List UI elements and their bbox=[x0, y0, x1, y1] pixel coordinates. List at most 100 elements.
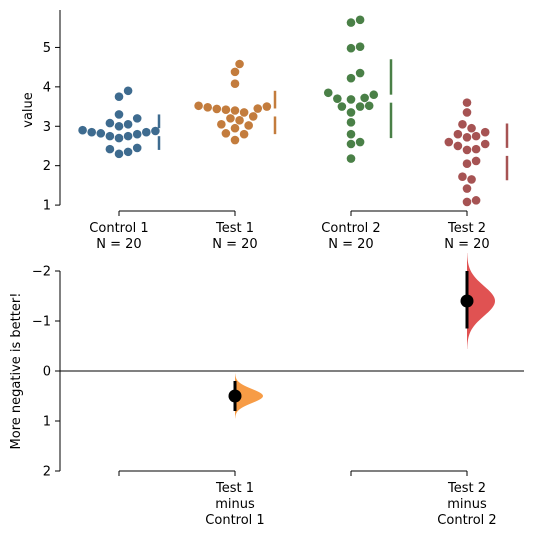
data-point bbox=[123, 86, 133, 96]
data-point bbox=[360, 93, 369, 103]
data-point bbox=[151, 126, 160, 136]
data-point bbox=[337, 102, 347, 111]
data-point bbox=[203, 103, 212, 112]
data-point bbox=[87, 127, 96, 137]
data-point bbox=[239, 108, 249, 117]
data-point bbox=[239, 129, 249, 139]
bottom-y-tick-label: −1 bbox=[32, 315, 51, 330]
data-point bbox=[235, 116, 244, 125]
top-y-tick-label: 4 bbox=[43, 80, 51, 95]
data-point bbox=[458, 119, 467, 129]
bootstrap-distribution bbox=[467, 253, 495, 349]
data-point bbox=[462, 145, 472, 155]
data-point bbox=[346, 154, 356, 163]
data-point bbox=[355, 102, 365, 111]
data-point bbox=[369, 90, 379, 100]
data-point bbox=[467, 123, 476, 133]
top-y-tick-label: 3 bbox=[43, 120, 51, 135]
bottom-y-tick-label: 0 bbox=[43, 365, 51, 380]
data-point bbox=[462, 184, 472, 193]
data-point bbox=[123, 119, 133, 129]
data-point bbox=[253, 104, 263, 113]
bottom-y-tick-label: −2 bbox=[32, 265, 51, 280]
group-n-label: N = 20 bbox=[328, 237, 373, 252]
data-point bbox=[226, 114, 235, 123]
data-point bbox=[105, 118, 115, 128]
data-point bbox=[453, 141, 463, 151]
comparison-label: Control 2 bbox=[437, 513, 496, 528]
data-point bbox=[230, 79, 240, 88]
data-point bbox=[132, 143, 142, 153]
data-point bbox=[346, 73, 356, 83]
bottom-y-tick-label: 2 bbox=[43, 465, 51, 480]
data-point bbox=[114, 92, 124, 102]
data-point bbox=[471, 196, 481, 205]
data-point bbox=[458, 172, 467, 182]
data-point bbox=[346, 139, 356, 149]
data-point bbox=[471, 156, 481, 166]
data-point bbox=[221, 129, 231, 138]
data-point bbox=[217, 119, 226, 129]
data-point bbox=[132, 114, 142, 123]
data-point bbox=[230, 135, 240, 145]
bottom-y-axis-label: More negative is better! bbox=[9, 293, 24, 450]
group-label: Control 1 bbox=[89, 221, 148, 236]
data-point bbox=[346, 118, 356, 127]
data-point bbox=[333, 94, 342, 103]
data-point bbox=[230, 67, 240, 77]
group-n-label: N = 20 bbox=[96, 237, 141, 252]
group-label: Test 2 bbox=[447, 221, 486, 236]
comparison-label: Test 2 bbox=[447, 481, 486, 496]
data-point bbox=[346, 108, 356, 117]
data-point bbox=[453, 129, 463, 139]
data-point bbox=[262, 102, 272, 111]
data-point bbox=[123, 147, 133, 157]
comparison-label: minus bbox=[447, 497, 487, 512]
comparison-label: Control 1 bbox=[205, 513, 264, 528]
data-point bbox=[346, 129, 356, 139]
data-point bbox=[96, 129, 106, 138]
data-point bbox=[471, 131, 481, 141]
data-point bbox=[235, 59, 244, 69]
data-point bbox=[462, 133, 472, 142]
data-point bbox=[346, 18, 356, 27]
data-point bbox=[105, 131, 115, 141]
data-point bbox=[471, 144, 481, 154]
group-label: Control 2 bbox=[321, 221, 380, 236]
data-point bbox=[355, 137, 365, 147]
data-point bbox=[230, 106, 240, 115]
data-point bbox=[114, 110, 124, 119]
effect-marks bbox=[228, 253, 495, 419]
comparison-label: minus bbox=[215, 497, 255, 512]
data-point bbox=[480, 139, 490, 149]
data-point bbox=[462, 108, 472, 117]
data-point bbox=[221, 105, 231, 115]
bottom-y-tick-label: 1 bbox=[43, 415, 51, 430]
swarm-marks bbox=[78, 15, 509, 207]
top-y-tick-label: 1 bbox=[43, 199, 51, 214]
top-y-axis-label: value bbox=[21, 92, 36, 128]
mean-difference-point bbox=[460, 294, 474, 308]
group-label: Test 1 bbox=[215, 221, 254, 236]
data-point bbox=[323, 88, 333, 98]
data-point bbox=[467, 175, 476, 184]
data-point bbox=[355, 15, 365, 25]
data-point bbox=[462, 159, 472, 169]
data-point bbox=[444, 137, 454, 147]
data-point bbox=[364, 101, 374, 111]
data-point bbox=[244, 121, 253, 130]
mean-difference-point bbox=[228, 389, 242, 403]
data-point bbox=[230, 123, 240, 133]
data-point bbox=[462, 197, 472, 207]
bootstrap-distribution bbox=[235, 373, 263, 419]
data-point bbox=[480, 127, 490, 137]
data-point bbox=[355, 68, 365, 78]
data-point bbox=[212, 104, 222, 114]
data-point bbox=[105, 144, 115, 154]
data-point bbox=[123, 131, 133, 141]
comparison-label: Test 1 bbox=[215, 481, 254, 496]
group-n-label: N = 20 bbox=[444, 237, 489, 252]
